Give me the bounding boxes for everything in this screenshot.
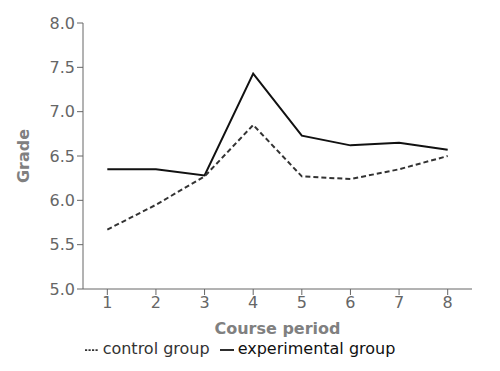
svg-text:7.5: 7.5 — [50, 58, 75, 77]
svg-text:6: 6 — [345, 293, 355, 312]
svg-text:2: 2 — [151, 293, 161, 312]
svg-text:5.0: 5.0 — [50, 280, 75, 299]
svg-text:Course period: Course period — [214, 319, 340, 338]
svg-text:3: 3 — [199, 293, 209, 312]
svg-text:1: 1 — [102, 293, 112, 312]
svg-text:6.0: 6.0 — [50, 191, 75, 210]
html-text:control group: control group — [102, 339, 210, 358]
svg-text:5: 5 — [297, 293, 307, 312]
svg-text:5.5: 5.5 — [50, 235, 75, 254]
svg-text:4: 4 — [248, 293, 258, 312]
svg-text:7: 7 — [394, 293, 404, 312]
svg-text:8: 8 — [443, 293, 453, 312]
svg-text:8.0: 8.0 — [50, 14, 75, 33]
svg-text:Grade: Grade — [14, 129, 33, 183]
svg-text:6.5: 6.5 — [50, 147, 75, 166]
html-text:experimental group: experimental group — [237, 339, 396, 358]
svg-text:7.0: 7.0 — [50, 102, 75, 121]
